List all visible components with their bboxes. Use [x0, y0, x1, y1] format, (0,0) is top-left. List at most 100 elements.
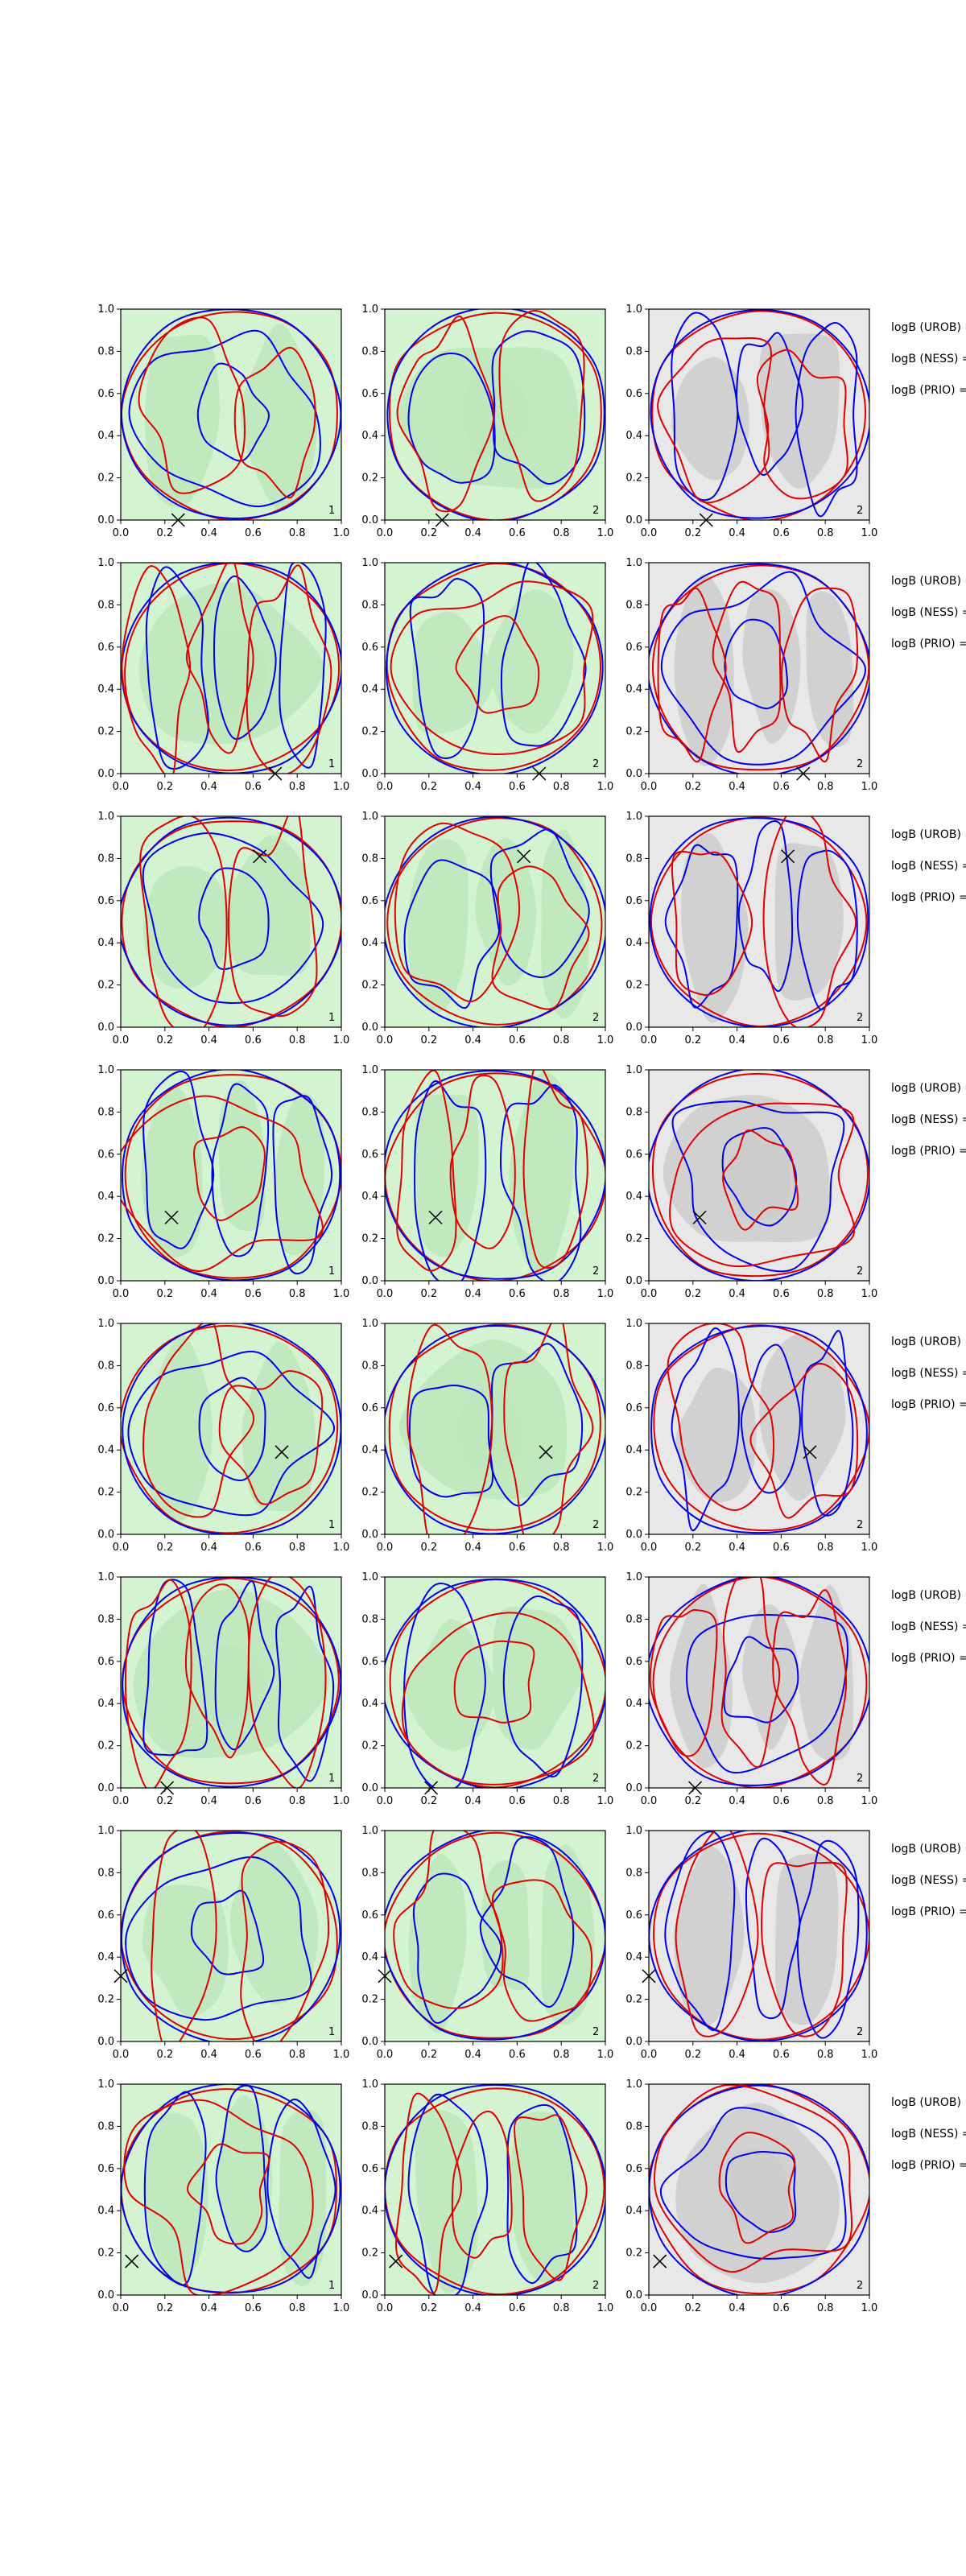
contour-blue-outer — [385, 1831, 605, 2041]
panel-r1-c3: 2 0.0 0.2 0.4 0.6 0.8 1.0 0.0 0.2 0.4 0.6 0.8 1.0 — [625, 303, 877, 539]
panel-r6-c1: 1 0.0 0.2 0.4 0.6 0.8 1.0 0.0 0.2 0.4 0.6 0.8 1.0 — [97, 1571, 349, 1807]
x-tick-label: 0.6 — [245, 1795, 262, 1807]
x-tick-label: 0.8 — [289, 1288, 306, 1300]
contour-blue — [211, 1083, 270, 1257]
y-tick-label: 0.4 — [361, 1698, 378, 1710]
contour-blue-outer — [121, 309, 341, 519]
y-tick-label: 1.0 — [625, 1318, 642, 1330]
x-tick-label: 0.2 — [684, 1288, 701, 1300]
density-region — [275, 1092, 325, 1256]
y-tick-label: 0.8 — [625, 1867, 642, 1879]
logb-annotation: logB (UROB) = — [891, 1082, 966, 1095]
y-tick-label: 0.8 — [625, 345, 642, 357]
x-tick-label: 0.6 — [509, 1034, 526, 1046]
y-tick-label: 0.0 — [361, 1275, 378, 1287]
panel-frame — [648, 2083, 870, 2296]
y-tick-label: 0.8 — [361, 345, 378, 357]
contour-blue — [489, 828, 590, 979]
panel-corner-label: 2 — [592, 505, 599, 517]
density-region — [201, 630, 268, 715]
contour-blue — [737, 820, 794, 993]
y-tick-label: 0.4 — [97, 2205, 114, 2217]
panel-corner-label: 2 — [857, 1012, 863, 1024]
contour-red — [396, 316, 495, 513]
density-region — [464, 365, 530, 462]
y-tick-label: 0.6 — [625, 388, 642, 400]
y-tick-label: 0.8 — [97, 852, 114, 865]
panel-r2-c2: 2 0.0 0.2 0.4 0.6 0.8 1.0 0.0 0.2 0.4 0.6 0.8 1.0 — [361, 557, 613, 793]
x-tick-label: 0.2 — [684, 1542, 701, 1554]
x-tick-label: 0.6 — [509, 2302, 526, 2314]
x-tick-label: 0.2 — [420, 1288, 437, 1300]
y-tick-label: 0.0 — [361, 1022, 378, 1034]
logb-annotation: logB (NESS) = — [891, 606, 966, 619]
contour-red — [184, 1583, 250, 1759]
y-tick-label: 0.8 — [97, 345, 114, 357]
x-tick-label: 1.0 — [861, 1034, 878, 1046]
y-tick-label: 0.2 — [361, 1740, 378, 1752]
density-region — [541, 1844, 595, 2025]
contour-blue-outer — [385, 816, 605, 1027]
contour-blue — [125, 1856, 312, 2021]
x-tick-label: 0.2 — [156, 527, 173, 539]
x-tick-label: 0.2 — [156, 781, 173, 793]
panel-corner-label: 2 — [592, 758, 599, 770]
y-tick-label: 1.0 — [361, 1825, 378, 1837]
contour-red — [121, 565, 192, 774]
contour-blue — [686, 1613, 849, 1773]
contour-red — [669, 1102, 856, 1268]
contour-blue — [741, 1344, 802, 1494]
contour-blue — [279, 563, 327, 769]
panel-r3-c1: 1 0.0 0.2 0.4 0.6 0.8 1.0 0.0 0.2 0.4 0.6 0.8 1.0 — [97, 811, 349, 1046]
panel-corner-label: 2 — [592, 2026, 599, 2038]
x-tick-label: 1.0 — [861, 1288, 878, 1300]
x-tick-label: 0.2 — [420, 527, 437, 539]
y-tick-label: 0.2 — [625, 2248, 642, 2260]
contour-blue — [275, 1585, 335, 1782]
density-region — [799, 1584, 854, 1761]
density-region — [675, 1367, 757, 1503]
contour-red — [138, 316, 246, 494]
panel-frame — [120, 562, 342, 774]
y-tick-label: 0.6 — [97, 895, 114, 907]
y-tick-label: 0.0 — [97, 1275, 114, 1287]
y-tick-label: 0.2 — [625, 1487, 642, 1499]
y-tick-label: 0.4 — [625, 1444, 642, 1456]
y-tick-label: 0.4 — [361, 683, 378, 696]
contour-blue — [724, 618, 788, 710]
contour-blue-outer — [121, 816, 341, 1026]
y-tick-label: 0.8 — [97, 599, 114, 611]
x-tick-label: 0.6 — [509, 781, 526, 793]
density-region — [742, 588, 801, 744]
x-tick-label: 1.0 — [333, 1542, 350, 1554]
y-tick-label: 0.0 — [625, 1782, 642, 1794]
panel-frame — [384, 1069, 606, 1282]
y-tick-label: 1.0 — [97, 1571, 114, 1583]
contour-blue — [745, 1837, 801, 2020]
contour-red — [139, 816, 228, 1027]
panel-corner-label: 2 — [857, 758, 863, 770]
y-tick-label: 0.0 — [361, 768, 378, 780]
y-tick-label: 0.2 — [625, 980, 642, 992]
y-tick-label: 0.8 — [97, 1360, 114, 1372]
y-tick-label: 0.4 — [625, 1698, 642, 1710]
y-tick-label: 0.6 — [97, 1149, 114, 1161]
panel-corner-label: 2 — [857, 505, 863, 517]
x-tick-label: 0.6 — [245, 1542, 262, 1554]
contour-red — [124, 1579, 192, 1788]
marker-x — [428, 1210, 443, 1224]
panel-r5-c1: 1 0.0 0.2 0.4 0.6 0.8 1.0 0.0 0.2 0.4 0.6 0.8 1.0 — [97, 1318, 349, 1554]
x-tick-label: 0.8 — [817, 1795, 834, 1807]
contour-red — [227, 816, 318, 1018]
contour-blue-outer — [122, 1577, 341, 1788]
panel-corner-label: 1 — [328, 758, 335, 770]
x-tick-label: 0.8 — [553, 781, 570, 793]
panel-corner-label: 1 — [328, 2026, 335, 2038]
y-tick-label: 0.6 — [361, 2163, 378, 2175]
panel-frame — [648, 1576, 870, 1789]
x-tick-label: 1.0 — [597, 1795, 614, 1807]
contour-blue — [145, 566, 209, 770]
contour-red — [675, 1831, 759, 2037]
panel-corner-label: 2 — [857, 1773, 863, 1785]
